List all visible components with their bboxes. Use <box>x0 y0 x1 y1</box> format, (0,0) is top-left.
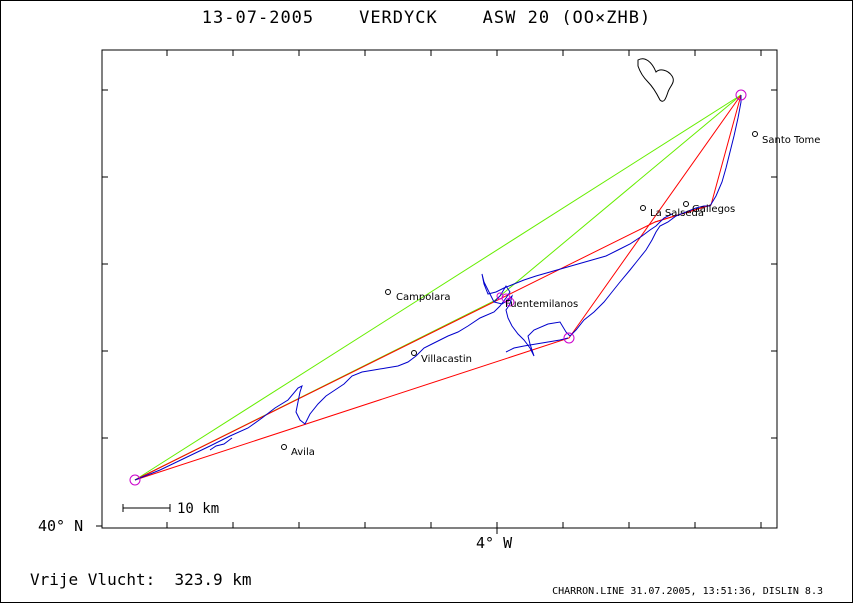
scale-bar <box>122 504 171 512</box>
campolara-marker <box>385 289 391 295</box>
villacastin-label: Villacastin <box>421 354 472 365</box>
right-ticks <box>771 89 777 439</box>
footer-info: CHARRON.LINE 31.07.2005, 13:51:36, DISLI… <box>552 586 823 597</box>
left-ticks <box>96 89 108 527</box>
fuentemilanos-label: Fuentemilanos <box>505 299 578 310</box>
lake-outline <box>637 58 674 102</box>
flight-title: 13-07-2005 VERDYCK ASW 20 (OO×ZHB) <box>201 8 652 28</box>
gallegos-marker <box>683 201 689 207</box>
scale-bar-label: 10 km <box>177 501 219 517</box>
free-flight-legs <box>134 94 742 481</box>
longitude-label: 4° W <box>476 534 513 552</box>
map-border <box>101 49 778 529</box>
villacastin-marker <box>411 350 417 356</box>
turnpoint-circle <box>563 332 575 344</box>
bottom-ticks <box>166 522 762 534</box>
la-salseda-marker <box>640 205 646 211</box>
avila-label: Avila <box>291 447 315 458</box>
start-point-circle <box>129 474 141 486</box>
turnpoints <box>129 89 747 486</box>
santo-tome-label: Santo Tome <box>762 135 820 146</box>
gallegos-label: Gallegos <box>692 204 735 215</box>
santo-tome-marker <box>752 131 758 137</box>
latitude-label: 40° N <box>38 517 83 535</box>
top-ticks <box>166 50 762 56</box>
la-salseda-label: La Salseda <box>650 208 704 219</box>
distance-summary: Vrije Vlucht: 323.9 km <box>30 570 252 589</box>
avila-marker <box>281 444 287 450</box>
towns: Santo Tome Gallegos La Salseda Campolara… <box>281 131 820 458</box>
campolara-label: Campolara <box>396 292 450 303</box>
finish-point-circle <box>735 89 747 101</box>
